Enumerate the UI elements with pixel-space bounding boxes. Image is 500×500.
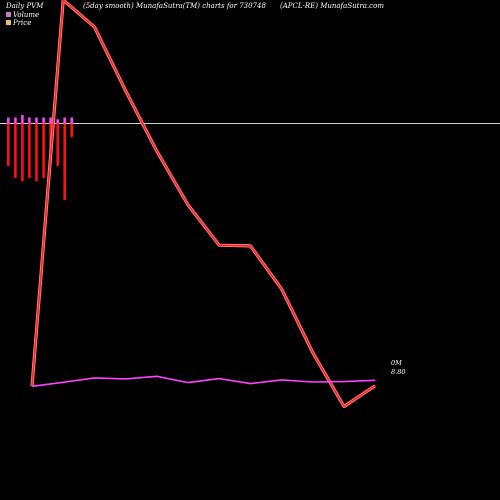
- chart-header-left: Daily PVM: [5, 2, 44, 10]
- volume-bar-down: [70, 123, 73, 138]
- volume-last-value: 0M: [391, 359, 402, 367]
- chart-header-center: (5day smooth) MunafaSutra(TM) charts for…: [83, 2, 266, 10]
- volume-bar-up: [63, 117, 66, 124]
- volume-bar-down: [14, 123, 17, 178]
- volume-bar-down: [56, 123, 59, 166]
- volume-bar-up: [14, 117, 17, 124]
- volume-bar-down: [7, 123, 10, 166]
- price-last-value: 8.80: [391, 368, 405, 376]
- volume-bar-down: [28, 123, 31, 178]
- volume-bar-up: [49, 117, 52, 124]
- volume-line: [31, 375, 376, 388]
- price-line-glow: [30, 0, 377, 409]
- volume-bar-up: [28, 117, 31, 124]
- legend-volume-swatch: [6, 12, 11, 17]
- price-line: [31, 0, 376, 408]
- volume-bar-down: [21, 123, 24, 182]
- volume-bar-up: [42, 117, 45, 124]
- volume-bar-up: [21, 115, 24, 124]
- legend-volume-label: Volume: [13, 11, 39, 19]
- volume-bar-down: [35, 123, 38, 182]
- volume-bar-up: [7, 117, 10, 124]
- chart-header-right: (APCL-RE) MunafaSutra.com: [280, 2, 384, 10]
- legend-price-swatch: [6, 20, 11, 25]
- volume-bar-down: [63, 123, 66, 200]
- legend-price-label: Price: [12, 19, 31, 27]
- volume-bar-up: [56, 119, 59, 124]
- volume-bar-down: [42, 123, 45, 178]
- volume-bar-up: [35, 117, 38, 124]
- volume-bar-up: [70, 117, 73, 124]
- legend: Volume Price: [6, 11, 39, 27]
- volume-bars: [7, 115, 73, 200]
